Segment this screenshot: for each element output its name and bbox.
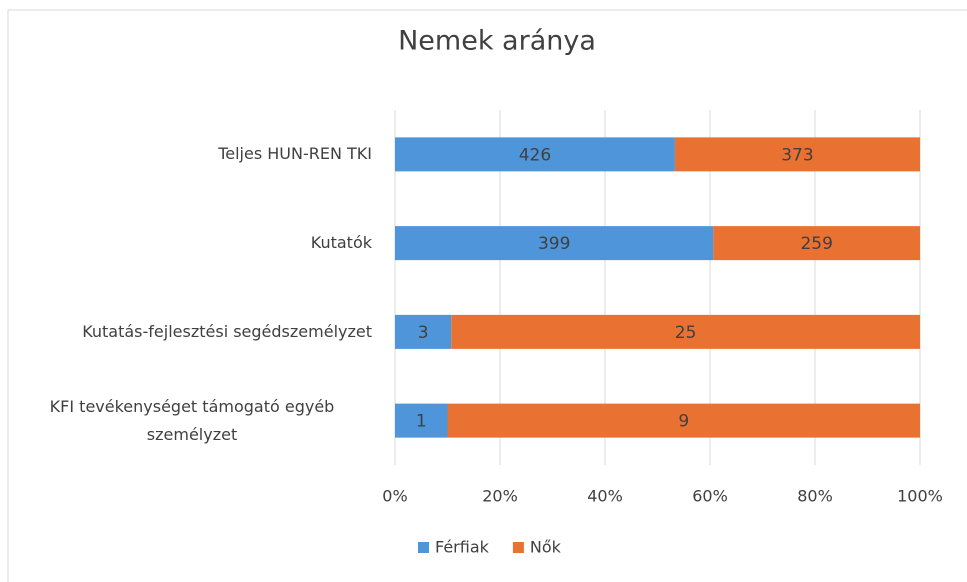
x-tick-label: 0%	[382, 487, 407, 506]
chart-frame	[7, 9, 967, 582]
data-label: 373	[781, 145, 813, 165]
legend-swatch	[512, 542, 524, 553]
bar	[395, 226, 714, 261]
y-tick-label: Teljes HUN-REN TKI	[218, 144, 372, 164]
data-label: 1	[416, 412, 427, 432]
y-tick-label: KFI tevékenységet támogató egyéb személy…	[49, 396, 335, 444]
data-label: 25	[675, 323, 697, 343]
y-tick-label: Kutatók	[310, 233, 372, 253]
chart-title: Nemek aránya	[398, 26, 596, 57]
x-tick-label: 20%	[482, 487, 518, 506]
x-tick-label: 80%	[797, 487, 833, 506]
data-label: 9	[678, 412, 689, 432]
bar	[713, 226, 920, 261]
data-label: 426	[519, 145, 551, 165]
bar	[447, 403, 920, 438]
data-label: 259	[800, 234, 832, 254]
bar	[395, 403, 448, 438]
data-label: 3	[418, 323, 429, 343]
bar	[451, 314, 920, 349]
x-tick-label: 60%	[692, 487, 728, 506]
bar	[674, 137, 920, 172]
data-label: 399	[538, 234, 570, 254]
x-tick-label: 40%	[587, 487, 623, 506]
legend-label: Nők	[530, 538, 562, 557]
x-tick-label: 100%	[897, 487, 943, 506]
y-tick-label: Kutatás-fejlesztési segédszemélyzet	[82, 321, 372, 341]
legend-swatch	[418, 542, 429, 553]
bar	[395, 314, 452, 349]
legend-label: Férfiak	[435, 538, 490, 557]
bar	[395, 137, 675, 172]
